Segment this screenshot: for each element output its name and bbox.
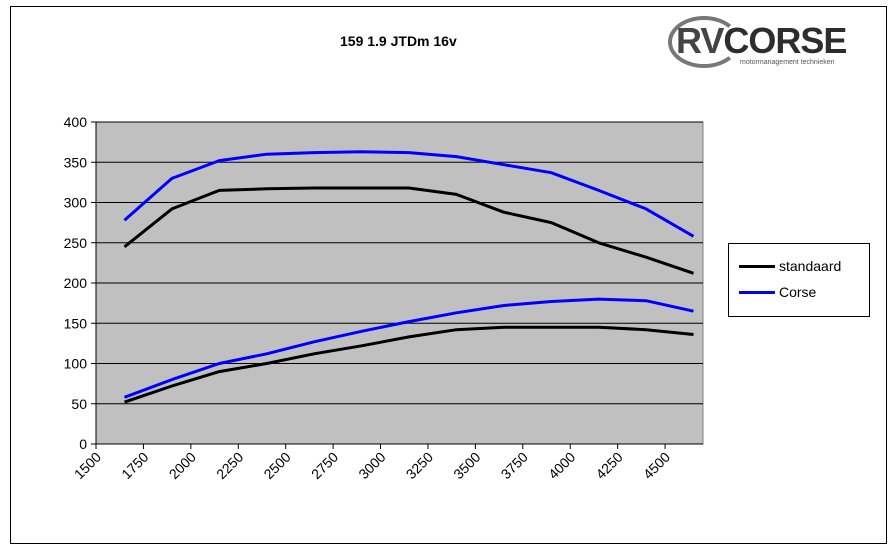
y-tick-label-150: 150 [64, 315, 88, 331]
y-tick-label-100: 100 [64, 356, 88, 372]
x-tick-label-2750: 2750 [308, 449, 341, 482]
y-tick-label-300: 300 [64, 195, 88, 211]
x-tick-label-4500: 4500 [640, 449, 673, 482]
x-tick-label-3250: 3250 [403, 449, 436, 482]
y-tick-label-50: 50 [71, 396, 87, 412]
y-tick-label-350: 350 [64, 154, 88, 170]
logo-wordmark: RVCORSE [676, 20, 847, 62]
x-tick-label-2250: 2250 [213, 449, 246, 482]
series-line-corse-power-high [123, 150, 695, 238]
legend-label-standaard: standaard [779, 258, 842, 274]
x-tick-label-1750: 1750 [118, 449, 151, 482]
x-tick-label-3750: 3750 [498, 449, 531, 482]
x-tick-label-4000: 4000 [545, 449, 578, 482]
logo-ring-icon [668, 16, 740, 68]
x-tick-label-2000: 2000 [166, 449, 199, 482]
x-tick-label-2500: 2500 [260, 449, 293, 482]
x-tick-label-3000: 3000 [355, 449, 388, 482]
x-tick-label-4250: 4250 [592, 449, 625, 482]
legend-label-corse: Corse [779, 284, 817, 300]
rvcorse-logo: RVCORSE motormanagement technieken [666, 14, 894, 74]
logo-corse: CORSE [723, 20, 847, 61]
legend-swatch-corse [739, 290, 775, 294]
series-line-standaard-power-high [123, 186, 694, 275]
legend-item-corse: Corse [739, 282, 816, 302]
logo-tagline: motormanagement technieken [740, 59, 835, 66]
series-line-standaard-low [124, 325, 694, 404]
y-tick-label-0: 0 [79, 436, 87, 452]
y-tick-label-200: 200 [64, 275, 88, 291]
x-tick-label-3500: 3500 [450, 449, 483, 482]
chart-legend: standaard Corse [728, 243, 870, 317]
y-tick-label-400: 400 [64, 114, 88, 130]
series-line-corse-low [123, 297, 694, 399]
legend-item-standaard: standaard [739, 256, 841, 276]
legend-swatch-standaard [739, 264, 775, 268]
logo-rv: RV [676, 20, 724, 61]
chart-title: 159 1.9 JTDm 16v [340, 33, 457, 49]
y-tick-label-250: 250 [64, 235, 88, 251]
plot-area: 0 50 100 150 200 250 300 350 400 1500 1750 2000 2250… [64, 114, 704, 482]
x-tick-label-1500: 1500 [71, 449, 104, 482]
